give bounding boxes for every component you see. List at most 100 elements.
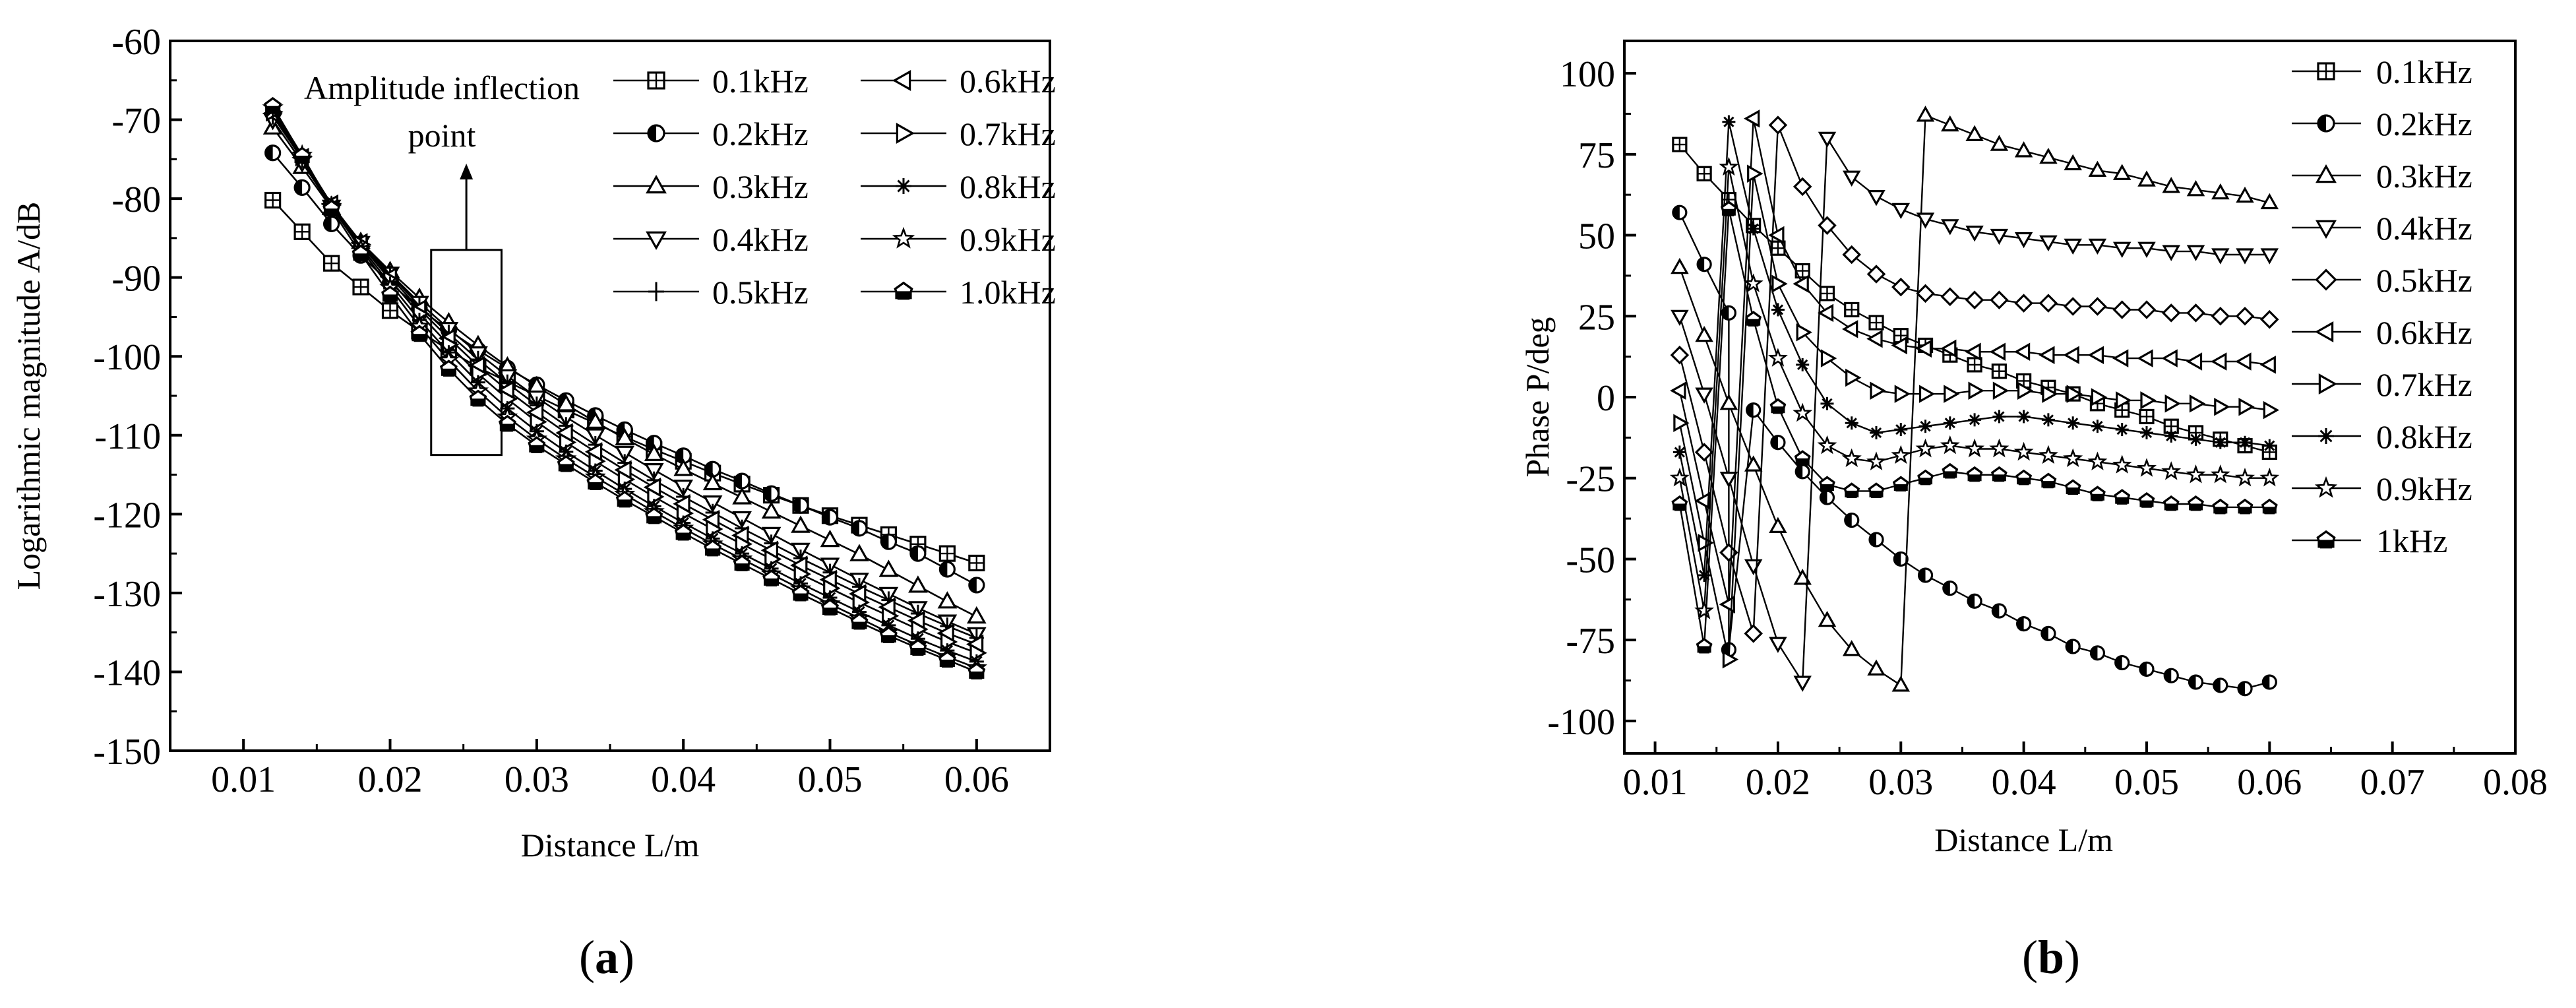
- marker-star: [2013, 441, 2034, 461]
- marker-pentagon: [2089, 486, 2106, 501]
- marker-pentagon: [2212, 498, 2229, 515]
- marker-half-circle: [1942, 581, 1958, 596]
- annotation-line-1: Amplitude inflection: [304, 69, 580, 106]
- annotation-line-2: point: [408, 117, 476, 154]
- marker-star: [1719, 156, 1739, 176]
- marker-triangle-right: [1796, 323, 1812, 342]
- marker-half-circle: [2261, 674, 2277, 690]
- marker-asterisk: [2041, 413, 2055, 427]
- marker-diamond: [2137, 300, 2157, 319]
- marker-triangle-right: [735, 534, 753, 554]
- y-tick-label: -110: [94, 416, 161, 457]
- marker-half-circle: [1721, 305, 1736, 321]
- marker-pentagon: [2015, 469, 2032, 486]
- marker-triangle-left: [1694, 491, 1711, 510]
- marker-triangle-right: [1968, 381, 1984, 400]
- marker-pentagon: [2261, 498, 2278, 515]
- legend-label: 0.6kHz: [2376, 314, 2472, 351]
- marker-half-circle: [762, 485, 780, 502]
- marker-half-circle: [1967, 593, 1982, 609]
- marker-square-plus: [293, 223, 311, 240]
- marker-asterisk: [2263, 439, 2277, 453]
- marker-triangle-up: [1842, 640, 1861, 656]
- marker-asterisk: [1943, 416, 1957, 430]
- marker-pentagon: [1966, 466, 1983, 482]
- marker-square-plus: [968, 554, 985, 572]
- marker-star: [2087, 451, 2108, 470]
- series-b-0.8kHz: [1672, 115, 2277, 582]
- marker-triangle-left: [1817, 303, 1834, 323]
- marker-pentagon: [850, 613, 869, 630]
- marker-pentagon: [381, 285, 399, 303]
- chart-b: -100 -75 -50 -25 0 25 50 75 100 0.01 0.02 0.03 0.04 0…: [1519, 40, 2548, 858]
- marker-triangle-up: [2236, 186, 2254, 203]
- series-line: [272, 152, 977, 586]
- series-line: [272, 113, 977, 645]
- marker-triangle-up: [2186, 180, 2205, 197]
- marker-triangle-right: [896, 123, 915, 144]
- marker-triangle-down: [1744, 559, 1763, 576]
- marker-square-plus: [1819, 286, 1835, 301]
- marker-triangle-down: [2162, 245, 2180, 261]
- marker-triangle-down: [615, 445, 635, 463]
- series-line: [272, 111, 977, 654]
- y-tick-label: 75: [1578, 135, 1615, 176]
- marker-triangle-down: [2064, 238, 2082, 255]
- marker-pentagon: [322, 199, 340, 216]
- marker-pentagon: [469, 389, 487, 407]
- marker-pentagon: [440, 360, 458, 377]
- marker-half-circle: [968, 577, 985, 594]
- marker-asterisk: [1672, 445, 1686, 459]
- marker-triangle-up: [646, 174, 667, 194]
- legend-label: 0.2kHz: [2376, 106, 2472, 142]
- marker-pentagon: [2236, 498, 2254, 515]
- marker-star: [1743, 273, 1763, 292]
- marker-triangle-right: [852, 592, 870, 613]
- marker-triangle-right: [647, 487, 665, 507]
- marker-asterisk: [2238, 435, 2252, 449]
- marker-triangle-down: [1842, 170, 1861, 187]
- marker-half-circle: [1770, 435, 1786, 451]
- series-line: [272, 110, 977, 663]
- marker-triangle-right: [2091, 388, 2108, 406]
- marker-triangle-down: [1965, 226, 1984, 242]
- legend-label: 0.9kHz: [2376, 470, 2472, 507]
- marker-square-plus: [352, 278, 369, 296]
- marker-half-circle: [1868, 532, 1884, 548]
- marker-triangle-up: [732, 487, 752, 505]
- x-tick-label: 0.04: [1992, 762, 2056, 803]
- marker-pentagon: [2162, 495, 2180, 511]
- marker-triangle-up: [615, 427, 635, 446]
- marker-asterisk: [2017, 410, 2031, 424]
- marker-diamond: [2186, 303, 2205, 323]
- series-b-0.4kHz: [1671, 131, 2279, 692]
- marker-star: [892, 226, 915, 249]
- y-tick-label: -60: [111, 22, 161, 63]
- marker-pentagon: [2040, 472, 2057, 489]
- marker-triangle-right: [1944, 385, 1960, 403]
- panel-label-b: (b): [2022, 931, 2080, 984]
- marker-triangle-left: [2112, 349, 2129, 367]
- marker-half-circle: [322, 215, 340, 232]
- marker-diamond: [2235, 307, 2255, 326]
- marker-asterisk: [2213, 435, 2227, 449]
- legend-label: 0.5kHz: [712, 274, 809, 311]
- marker-half-circle: [1844, 512, 1860, 528]
- series-b-0.6kHz: [1670, 110, 2276, 614]
- marker-half-circle: [2139, 661, 2155, 677]
- marker-triangle-right: [2318, 373, 2338, 394]
- marker-triangle-right: [969, 643, 987, 663]
- marker-triangle-up: [1671, 257, 1689, 274]
- marker-asterisk: [1968, 413, 1982, 427]
- marker-half-circle: [1917, 567, 1934, 583]
- marker-triangle-left: [2161, 349, 2178, 367]
- marker-star: [1866, 451, 1886, 470]
- marker-triangle-up: [1867, 659, 1886, 676]
- marker-triangle-right: [1771, 274, 1788, 293]
- marker-asterisk: [2164, 429, 2178, 443]
- y-tick-label: -100: [93, 337, 161, 378]
- marker-diamond: [1940, 287, 1960, 307]
- legend-label: 0.4kHz: [712, 221, 809, 258]
- marker-star: [2038, 445, 2058, 464]
- marker-triangle-up: [2039, 147, 2058, 164]
